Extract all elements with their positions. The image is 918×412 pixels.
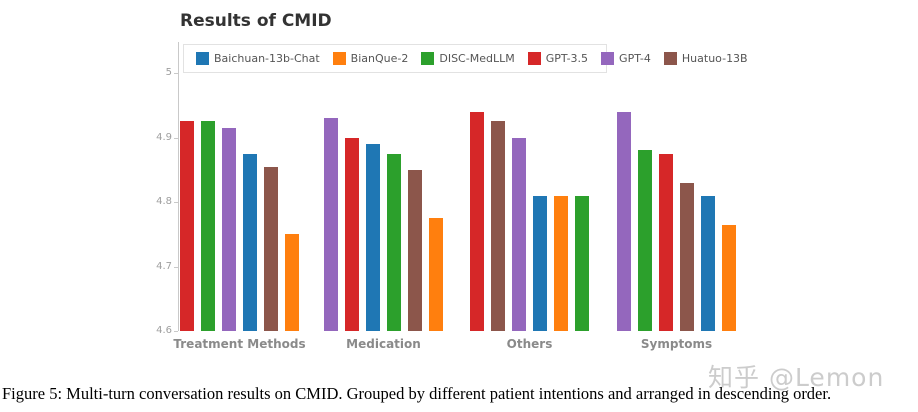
bar-baichuan-13b-chat[interactable] <box>243 153 257 331</box>
legend-swatch <box>332 52 346 65</box>
legend-swatch <box>421 52 435 65</box>
legend-item-label: Huatuo-13B <box>681 52 748 65</box>
y-axis-tick <box>174 202 178 203</box>
legend-item-bianque-2[interactable]: BianQue-2 <box>332 52 409 65</box>
y-axis-tick <box>174 266 178 268</box>
chart-legend: Baichuan-13b-Chat BianQue-2 DISC-MedLLM GPT… <box>183 44 748 73</box>
legend-item-gpt-3-5[interactable]: GPT-3.5 <box>527 52 589 65</box>
bar-bianque-2[interactable] <box>285 234 299 331</box>
bar-bianque-2[interactable] <box>429 218 443 331</box>
y-tick-label: 4.6 <box>156 325 172 336</box>
bar-huatuo-13b[interactable] <box>264 166 278 331</box>
legend-item-label: GPT-4 <box>619 52 651 65</box>
watermark: 知乎 @Lemon <box>708 363 885 392</box>
bar-bianque-2[interactable] <box>554 195 568 331</box>
bar-gpt-3-5[interactable] <box>659 153 673 331</box>
bar-group-symptoms <box>617 45 736 331</box>
chart-title: Results of CMID <box>180 11 332 31</box>
bar-gpt-4[interactable] <box>324 118 338 331</box>
legend-item-label: BianQue-2 <box>350 52 409 65</box>
legend-item-label: Baichuan-13b-Chat <box>214 52 320 65</box>
bar-group-treatment-methods <box>180 45 299 331</box>
bar-gpt-3-5[interactable] <box>470 111 484 331</box>
bar-group-others <box>470 45 589 331</box>
bar-huatuo-13b[interactable] <box>408 169 422 331</box>
bar-disc-medllm[interactable] <box>201 121 215 331</box>
bar-gpt-4[interactable] <box>617 111 631 331</box>
bar-huatuo-13b[interactable] <box>680 182 694 331</box>
bar-gpt-3-5[interactable] <box>345 137 359 331</box>
bar-baichuan-13b-chat[interactable] <box>533 195 547 331</box>
legend-swatch <box>601 52 615 65</box>
bar-disc-medllm[interactable] <box>575 195 589 331</box>
bar-gpt-4[interactable] <box>512 137 526 331</box>
bar-baichuan-13b-chat[interactable] <box>366 143 380 331</box>
legend-swatch <box>527 52 541 65</box>
y-axis-tick <box>174 73 178 74</box>
legend-item-baichuan-13b-chat[interactable]: Baichuan-13b-Chat <box>196 52 320 65</box>
y-axis-line <box>178 42 179 331</box>
legend-item-label: GPT-3.5 <box>545 52 589 65</box>
legend-item-disc-medllm[interactable]: DISC-MedLLM <box>421 52 515 65</box>
y-tick-label: 5 <box>165 67 172 78</box>
legend-item-gpt-4[interactable]: GPT-4 <box>601 52 651 65</box>
legend-swatch <box>663 52 677 65</box>
bar-baichuan-13b-chat[interactable] <box>701 195 715 331</box>
y-axis-tick <box>174 137 178 139</box>
bar-bianque-2[interactable] <box>722 224 736 331</box>
x-axis-label: Medication <box>346 337 421 351</box>
y-axis-tick <box>174 331 178 332</box>
bar-disc-medllm[interactable] <box>387 153 401 331</box>
y-tick-label: 4.8 <box>156 196 172 207</box>
figure-caption: Figure 5: Multi-turn conversation result… <box>2 384 832 403</box>
y-tick-label: 4.7 <box>156 260 172 272</box>
x-axis-label: Treatment Methods <box>173 337 306 351</box>
x-axis-label: Others <box>506 337 553 351</box>
x-axis-label: Symptoms <box>640 337 713 351</box>
y-tick-label: 4.9 <box>156 131 172 143</box>
bar-group-medication <box>324 45 443 331</box>
bar-gpt-3-5[interactable] <box>180 121 194 331</box>
bar-gpt-4[interactable] <box>222 127 236 331</box>
legend-swatch <box>196 52 209 65</box>
legend-item-huatuo-13b[interactable]: Huatuo-13B <box>663 52 748 65</box>
legend-item-label: DISC-MedLLM <box>439 52 515 65</box>
bar-huatuo-13b[interactable] <box>491 121 505 331</box>
bar-disc-medllm[interactable] <box>638 150 652 331</box>
